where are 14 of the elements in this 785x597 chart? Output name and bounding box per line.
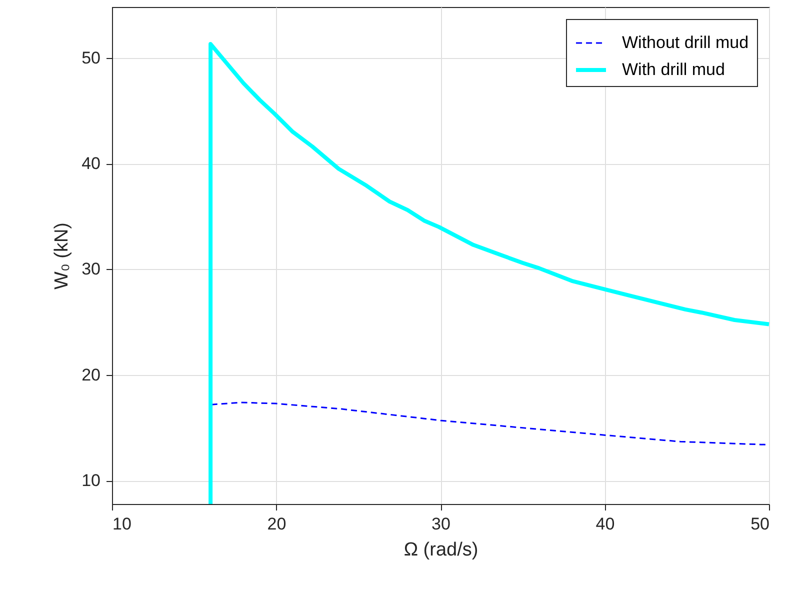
x-tick-label: 20 xyxy=(267,514,286,534)
y-tick-label: 50 xyxy=(82,48,100,68)
legend-label: Without drill mud xyxy=(622,33,749,52)
x-tick-label: 40 xyxy=(596,514,615,534)
y-tick-label: 20 xyxy=(82,365,100,384)
x-tick-label: 50 xyxy=(750,514,770,534)
x-tick-label: 10 xyxy=(112,514,132,534)
x-axis-title: Ω (rad/s) xyxy=(404,540,478,560)
legend-label: With drill mud xyxy=(622,60,725,79)
y-tick-label: 10 xyxy=(82,471,100,490)
y-tick-label: 40 xyxy=(82,154,100,173)
y-axis-title: W₀ (kN) xyxy=(52,222,73,290)
y-tick-label: 30 xyxy=(82,260,100,279)
x-tick-label: 30 xyxy=(432,514,450,534)
